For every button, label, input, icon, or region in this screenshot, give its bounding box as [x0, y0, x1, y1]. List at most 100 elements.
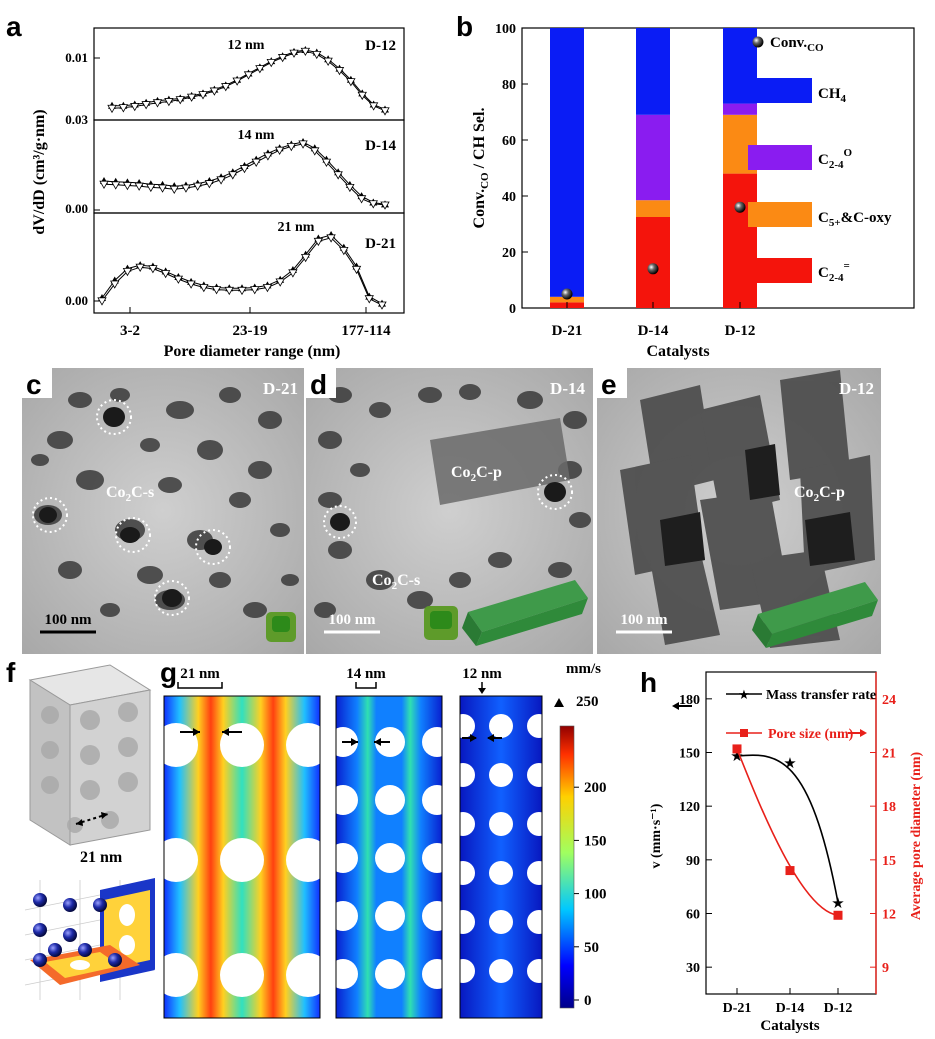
right-arrow-icon [860, 729, 867, 737]
pore-point-desorption [173, 275, 184, 284]
legend-conv-marker [752, 36, 764, 48]
pore-point-desorption [262, 284, 273, 293]
flow-simulation-3d [24, 878, 155, 1000]
colorbar-tick-label: 50 [584, 940, 599, 956]
flow-label-14nm: 14 nm [346, 666, 386, 682]
x-tick-label-d-14: D-14 [776, 1001, 805, 1016]
phase-label-co2c-s-d: Co2C-s [372, 572, 420, 592]
pore-point-desorption [266, 59, 276, 68]
pore-point-desorption [289, 49, 299, 58]
pore-point-desorption [211, 286, 222, 295]
panel-h-legend: ★ Mass transfer rate Pore size (nm) [672, 687, 876, 742]
pore-size-line [736, 748, 839, 917]
panel-c-tem-image: c D-21 Co2C-s 100 nm [22, 368, 304, 654]
peak-label-d12: 12 nm [228, 38, 265, 53]
panel-h-left-label: v (mm·s⁻¹) [649, 803, 664, 868]
pore-point-desorption [186, 280, 196, 289]
panel-b-xticks: D-21 D-14 D-12 [552, 302, 755, 339]
panel-letter-box-c [22, 368, 52, 398]
panel-b-xlabel: Catalysts [646, 343, 709, 360]
pore-point-desorption [146, 183, 156, 193]
legend-pore-label: Pore size (nm) [768, 727, 854, 742]
pore-point-desorption [239, 165, 250, 174]
legend-conv-label: Conv.CO [770, 35, 824, 54]
pore-point-desorption [288, 269, 298, 278]
pore-point-desorption [134, 182, 144, 191]
conversion-point-d-21 [561, 288, 573, 300]
velocity-colorbar: mm/s 250 200 150 100 50 0 [554, 661, 607, 1009]
pore-point-desorption [275, 278, 285, 287]
bar-segment-d-14 [636, 114, 670, 201]
pore-point-desorption [118, 104, 129, 113]
panel-a-ylabel: dV/dD (cm³/g·nm) [31, 109, 48, 234]
panel-f: f 21 nm [6, 657, 155, 1000]
pore-point-desorption [216, 176, 226, 185]
pore-line-d-12-adsorption [112, 49, 386, 110]
pore-point-desorption [356, 195, 367, 204]
bar-segment-d-14 [636, 217, 670, 308]
mass-transfer-line [736, 754, 839, 903]
tem-tag-d14: D-14 [550, 379, 585, 398]
pore-point-desorption [310, 147, 320, 156]
conversion-point-d-14 [647, 263, 659, 275]
pore-point-desorption [111, 181, 121, 190]
panel-b-legend: Conv.CO CH4 C2-4O C5+&C-oxy C2-4= [748, 35, 892, 284]
panel-letter-b: b [456, 11, 473, 42]
pore-point-desorption [334, 67, 345, 76]
tem-highlight-circles-c [32, 399, 231, 616]
left-arrow-icon [672, 702, 679, 710]
pore-point-desorption [141, 101, 151, 110]
pore-point-desorption [135, 263, 145, 273]
panel-b-ylabel: Conv.CO / CH Sel. [471, 108, 491, 229]
mass-transfer-star-point: ★ [831, 896, 844, 912]
ytick-label: 0 [509, 302, 516, 317]
right-tick-label: 12 [882, 908, 896, 923]
pore-point-desorption [232, 77, 242, 86]
pore-point-desorption [107, 104, 117, 114]
pore-point-desorption [380, 201, 390, 210]
legend-ch4-label: CH4 [818, 86, 847, 105]
pore-point-desorption [164, 98, 174, 107]
tem-tag-d12: D-12 [839, 379, 874, 398]
pore-point-desorption [204, 180, 215, 189]
pore-point-desorption [243, 71, 254, 80]
pore-point-desorption [300, 254, 311, 263]
legend-c24o-label: C2-4O [818, 147, 853, 171]
flow-sim-12nm [451, 682, 551, 1019]
small-cube-model-c [266, 612, 296, 642]
conversion-point-d-12 [734, 201, 746, 213]
pore-point-desorption [345, 183, 355, 193]
panel-letter-c: c [26, 369, 42, 400]
legend-c5oxy-label: C5+&C-oxy [818, 210, 892, 229]
pore-point-desorption [313, 237, 324, 247]
panel-e-tem-image: e D-12 Co2C-p 100 nm [597, 368, 881, 654]
plate-model-e [752, 582, 878, 648]
tem-plate-crystal-d [430, 418, 570, 505]
tem-tag-d21: D-21 [263, 379, 298, 398]
pore-point-desorption [186, 93, 197, 102]
legend-c24e-swatch [748, 258, 812, 283]
xtick-label-3-2: 3-2 [120, 323, 140, 339]
bar-segment-d-14 [636, 28, 670, 115]
ytick-label: 60 [502, 134, 516, 149]
bar-segment-d-14 [636, 200, 670, 217]
panel-a-series [97, 46, 390, 310]
panel-a: a 0.01 0.03 0.00 0.00 dV/dD (cm³/g·nm) D… [6, 11, 405, 360]
pore-point-desorption [160, 270, 171, 279]
pore-point-desorption [333, 171, 343, 180]
pore-point-desorption [357, 91, 367, 101]
right-tick-label: 21 [882, 747, 896, 762]
peak-label-d21: 21 nm [278, 220, 315, 235]
tem-particles-d [314, 384, 591, 618]
left-tick-label: 90 [686, 854, 700, 869]
pore-point-desorption [181, 184, 191, 193]
pore-point-desorption [122, 268, 133, 277]
right-tick-label: 15 [882, 854, 896, 869]
pore-point-desorption [339, 247, 349, 256]
panel-letter-g: g [160, 657, 177, 688]
xtick-label-d-21: D-21 [552, 323, 583, 339]
max-triangle-icon [554, 698, 564, 707]
pore-point-desorption [110, 280, 120, 289]
left-tick-label: 60 [686, 908, 700, 923]
